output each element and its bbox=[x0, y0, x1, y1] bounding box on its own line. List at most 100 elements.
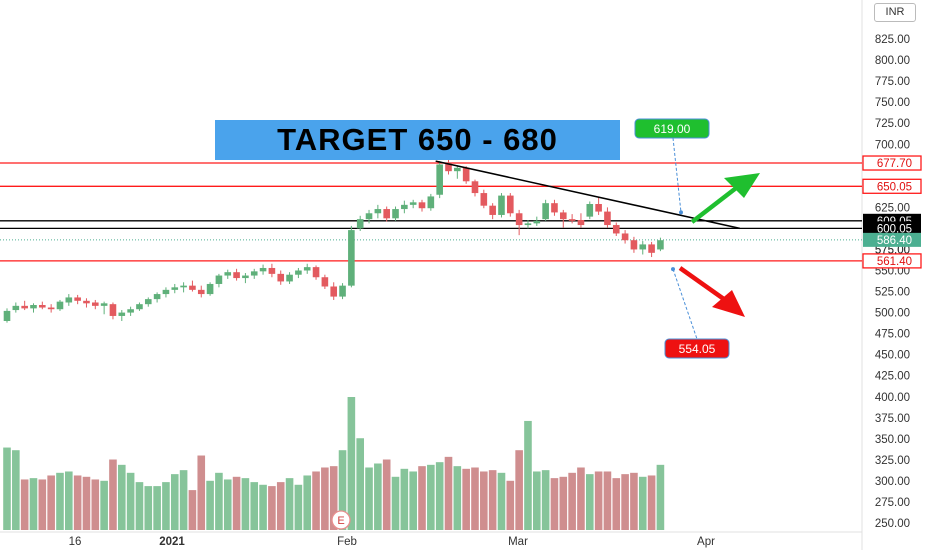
candle bbox=[339, 283, 346, 300]
candle-body bbox=[39, 305, 46, 308]
candle bbox=[312, 265, 320, 280]
volume-bar bbox=[285, 478, 294, 530]
candle-body bbox=[515, 213, 523, 226]
candle-body bbox=[144, 299, 152, 305]
volume-bar bbox=[497, 472, 506, 530]
candle bbox=[153, 292, 161, 303]
volume-bar bbox=[347, 397, 356, 530]
green-arrow-shaft bbox=[690, 183, 742, 224]
y-tick-label: 575.00 bbox=[875, 244, 910, 256]
volume-bar bbox=[215, 472, 223, 530]
candle-body bbox=[427, 196, 435, 209]
candle-body bbox=[401, 204, 408, 210]
volume-bar bbox=[38, 479, 47, 530]
volume-bar bbox=[294, 484, 303, 530]
candle-body bbox=[498, 195, 505, 215]
candle-body bbox=[3, 310, 11, 321]
red-arrow-head bbox=[712, 290, 745, 317]
candle-body bbox=[612, 225, 620, 234]
volume-bar bbox=[338, 450, 347, 530]
candle bbox=[365, 209, 373, 224]
volume-bar bbox=[506, 480, 515, 530]
volume-bar bbox=[488, 470, 497, 530]
candle-body bbox=[30, 305, 37, 309]
candle-body bbox=[595, 204, 602, 212]
candle bbox=[604, 207, 611, 228]
candle bbox=[383, 206, 390, 222]
candle bbox=[286, 272, 293, 284]
price-level-tag-bg bbox=[862, 178, 922, 194]
candle bbox=[330, 282, 338, 300]
volume-bar bbox=[585, 474, 594, 530]
y-tick-label: 800.00 bbox=[875, 55, 910, 67]
volume-bar bbox=[329, 466, 338, 530]
candle bbox=[21, 300, 28, 311]
y-tick-label: 375.00 bbox=[875, 413, 910, 425]
x-tick-label: Feb bbox=[337, 536, 357, 548]
candle-body bbox=[507, 195, 514, 214]
volume-bar bbox=[303, 475, 312, 530]
green-arrow-head bbox=[724, 173, 760, 198]
current-price-tag-bg bbox=[863, 232, 921, 247]
candle-body bbox=[286, 274, 293, 282]
volume-bar bbox=[223, 479, 232, 530]
candle bbox=[118, 310, 126, 321]
volume-bar bbox=[656, 464, 665, 530]
price-level-tag-text: 650.05 bbox=[877, 181, 912, 193]
volume-bar bbox=[65, 471, 73, 530]
volume-bar bbox=[647, 475, 656, 530]
price-level-tag: 561.40 bbox=[862, 253, 922, 269]
volume-bar bbox=[109, 459, 117, 530]
candle bbox=[621, 230, 629, 244]
candle-body bbox=[392, 209, 399, 219]
volume-bar bbox=[559, 476, 568, 530]
candle-body bbox=[312, 267, 320, 278]
candle bbox=[92, 299, 99, 310]
volume-bar bbox=[435, 462, 444, 530]
candle bbox=[533, 216, 541, 226]
candle bbox=[348, 225, 355, 288]
volume-bar bbox=[117, 464, 126, 530]
volume-bar bbox=[153, 486, 161, 530]
volume-bar bbox=[250, 482, 259, 530]
candle bbox=[74, 294, 81, 305]
candle bbox=[630, 236, 638, 253]
candle bbox=[295, 267, 302, 279]
candle bbox=[524, 220, 532, 229]
callout-anchor-green bbox=[679, 210, 683, 215]
candle bbox=[648, 241, 655, 258]
candle bbox=[551, 199, 558, 216]
target-banner: TARGET 650 - 680 bbox=[215, 120, 620, 160]
x-tick-label: 2021 bbox=[159, 536, 185, 548]
candle bbox=[259, 264, 267, 275]
volume-bar bbox=[56, 472, 64, 530]
volume-bar bbox=[179, 470, 188, 530]
volume-bar bbox=[126, 472, 135, 530]
candle-body bbox=[657, 240, 664, 250]
candle-body bbox=[374, 209, 382, 214]
volume-bar bbox=[365, 467, 373, 530]
candle bbox=[542, 199, 549, 221]
y-tick-label: 700.00 bbox=[875, 139, 910, 151]
volume-bar bbox=[577, 467, 585, 530]
candle bbox=[427, 193, 435, 211]
candle-body bbox=[604, 211, 611, 226]
candle bbox=[250, 268, 258, 279]
candle-body bbox=[47, 307, 55, 310]
candle-body bbox=[639, 244, 647, 250]
volume-bar bbox=[621, 474, 629, 530]
y-tick-label: 450.00 bbox=[875, 350, 910, 362]
candle bbox=[639, 241, 647, 255]
volume-bar bbox=[162, 482, 170, 530]
candle-body bbox=[436, 164, 443, 195]
candle-body bbox=[356, 219, 364, 229]
y-tick-label: 475.00 bbox=[875, 329, 910, 341]
candle bbox=[480, 189, 488, 209]
candle bbox=[374, 204, 382, 219]
candle bbox=[109, 302, 117, 320]
price-level-tag-text: 677.70 bbox=[877, 158, 912, 170]
volume-bar bbox=[630, 472, 638, 530]
volume-bar bbox=[638, 476, 647, 530]
volume-bar bbox=[82, 476, 91, 530]
